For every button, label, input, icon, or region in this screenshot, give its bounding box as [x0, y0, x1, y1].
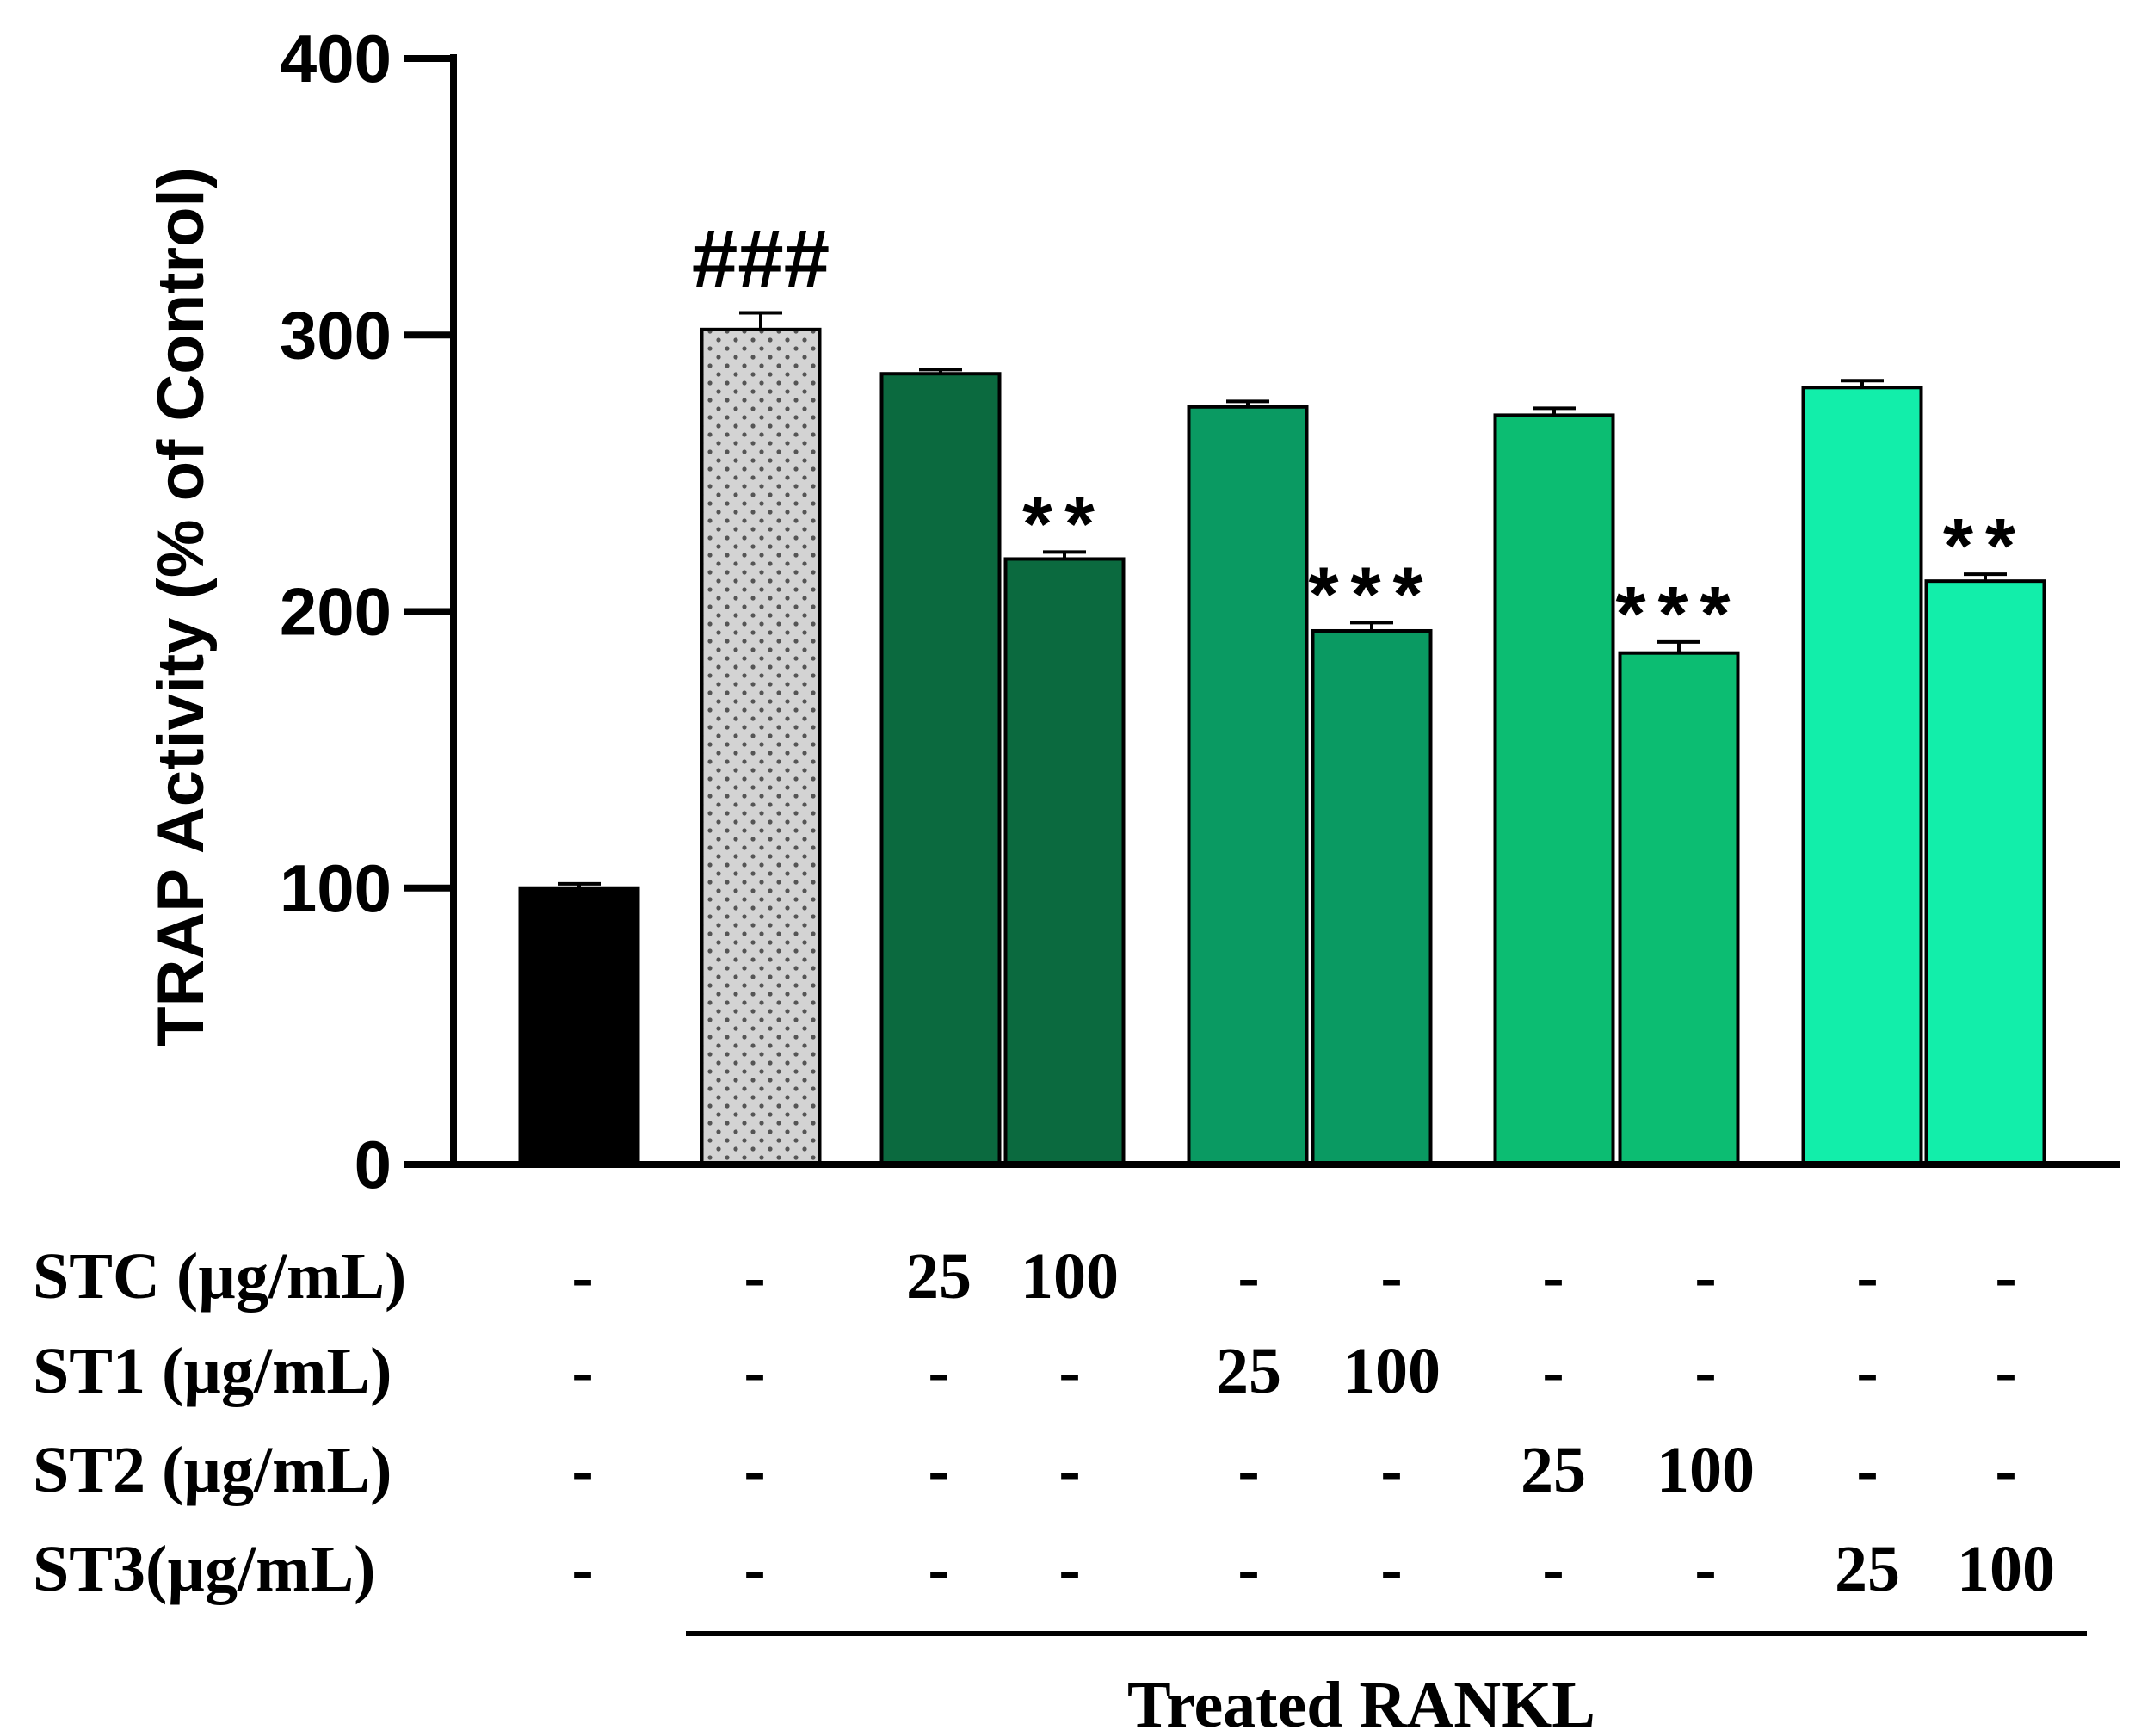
- treatment-cell: -: [1058, 1434, 1080, 1506]
- treatment-cell: -: [1380, 1240, 1402, 1313]
- treatment-cell: -: [571, 1533, 593, 1605]
- treatment-cell: -: [1995, 1434, 2016, 1506]
- treatment-cell: -: [1237, 1434, 1259, 1506]
- bar: [518, 886, 640, 1166]
- y-tick-label: 400: [280, 21, 392, 96]
- treatment-cell: -: [1058, 1335, 1080, 1407]
- treatment-cell: -: [744, 1533, 765, 1605]
- bar: [1311, 628, 1433, 1166]
- treatment-cell: -: [571, 1335, 593, 1407]
- significance-annotation: ***: [1308, 552, 1435, 638]
- bar: [1801, 386, 1923, 1167]
- treatment-cell: -: [1694, 1240, 1716, 1313]
- treatment-cell: -: [571, 1434, 593, 1506]
- treatment-cell: -: [1380, 1434, 1402, 1506]
- treatment-cell: -: [928, 1533, 949, 1605]
- bar: [1003, 557, 1126, 1166]
- treatment-cell: 25: [1216, 1335, 1281, 1407]
- treatment-cell: -: [928, 1335, 949, 1407]
- treatment-cell: 25: [1521, 1434, 1586, 1506]
- significance-annotation: ###: [692, 213, 830, 306]
- treatment-cell: 25: [906, 1240, 972, 1313]
- bar: [1618, 651, 1740, 1166]
- bar: [1493, 413, 1615, 1167]
- bar: [879, 372, 1002, 1167]
- treatment-cell: 100: [1657, 1434, 1755, 1506]
- treatment-cell: -: [1995, 1335, 2016, 1407]
- significance-annotation: **: [1022, 481, 1107, 567]
- y-tick-label: 100: [280, 850, 392, 926]
- significance-annotation: ***: [1615, 571, 1742, 658]
- significance-annotation: **: [1943, 504, 2027, 590]
- treatment-cell: -: [1237, 1240, 1259, 1313]
- y-axis-label: TRAP Activity (% of Control): [145, 167, 218, 1047]
- treatment-cell: -: [1542, 1240, 1564, 1313]
- treatment-cell: -: [1694, 1533, 1716, 1605]
- y-tick-label: 0: [355, 1127, 392, 1202]
- bar: [1924, 579, 2046, 1166]
- treatment-cell: -: [1058, 1533, 1080, 1605]
- treatment-cell: -: [571, 1240, 593, 1313]
- treatment-row-label: ST2 (µg/mL): [33, 1434, 392, 1506]
- treatment-cell: -: [744, 1434, 765, 1506]
- treatment-cell: -: [744, 1240, 765, 1313]
- treatment-cell: 25: [1835, 1533, 1900, 1605]
- y-tick-label: 200: [280, 574, 392, 650]
- treatment-row-label: ST1 (µg/mL): [33, 1335, 392, 1407]
- treatment-cell: -: [1856, 1434, 1878, 1506]
- treatment-cell: -: [1856, 1335, 1878, 1407]
- y-tick-label: 300: [280, 297, 392, 373]
- treatment-cell: -: [1380, 1533, 1402, 1605]
- treatment-cell: 100: [1021, 1240, 1119, 1313]
- treatment-cell: 100: [1957, 1533, 2055, 1605]
- bars: ###***** *****: [518, 213, 2046, 1167]
- treatment-cell: -: [1237, 1533, 1259, 1605]
- group-label: Treated RANKL: [1127, 1669, 1595, 1736]
- treatment-row-label: STC (µg/mL): [33, 1240, 406, 1313]
- treatment-cell: -: [1694, 1335, 1716, 1407]
- treatment-table: STC (µg/mL) - -25 100- - - - - -ST1 (µg/mL) - - - -2…: [33, 1240, 2055, 1605]
- treatment-cell: -: [744, 1335, 765, 1407]
- y-axis-ticks: 0 100 200 300 400: [280, 21, 454, 1202]
- treatment-row-label: ST3(µg/mL): [33, 1533, 375, 1605]
- treatment-cell: -: [1542, 1335, 1564, 1407]
- treatment-cell: -: [1995, 1240, 2016, 1313]
- treatment-cell: -: [928, 1434, 949, 1506]
- bar: [700, 327, 822, 1166]
- treatment-cell: -: [1542, 1533, 1564, 1605]
- treatment-cell: 100: [1342, 1335, 1441, 1407]
- treatment-cell: -: [1856, 1240, 1878, 1313]
- bar: [1187, 405, 1309, 1166]
